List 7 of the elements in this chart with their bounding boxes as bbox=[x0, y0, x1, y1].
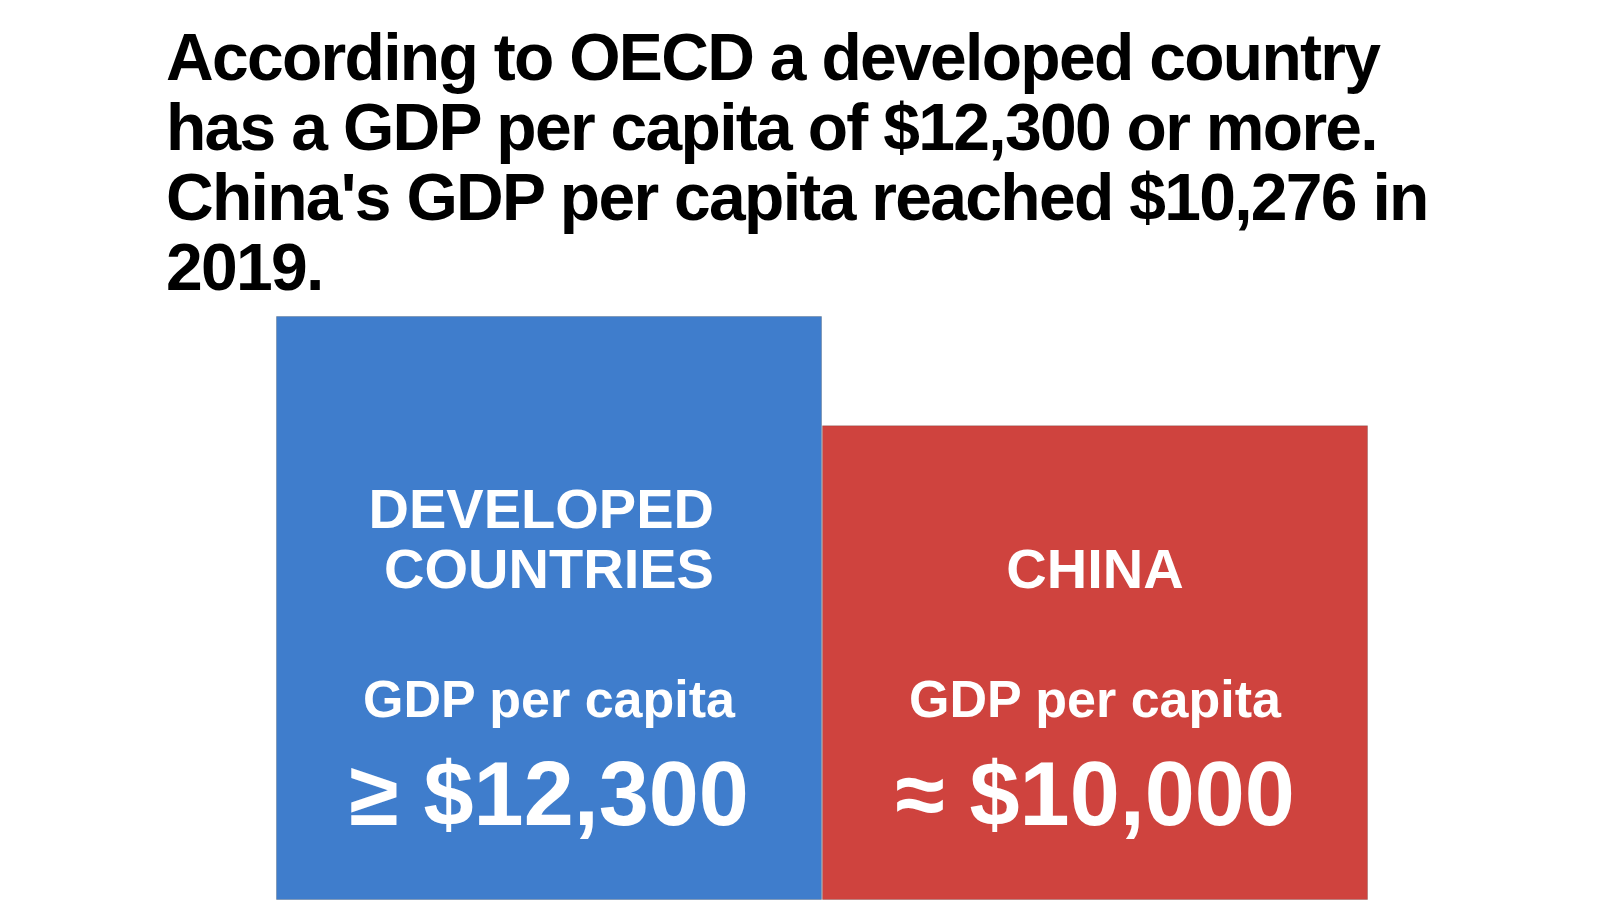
annotation: GDP per capita bbox=[363, 670, 736, 728]
x-tick-label: DEVELOPED COUNTRIES bbox=[368, 476, 730, 600]
chart-title: According to OECD a developed country has a GDP per capita of $12,300 or more. China's GDP per capita reached $10,276 in 2019. bbox=[166, 20, 1429, 304]
data-label: ≥ $12,300 bbox=[349, 744, 749, 844]
annotation: GDP per capita bbox=[909, 670, 1282, 728]
data-label: ≈ $10,000 bbox=[895, 744, 1295, 844]
x-tick-label: CHINA bbox=[1006, 536, 1184, 600]
